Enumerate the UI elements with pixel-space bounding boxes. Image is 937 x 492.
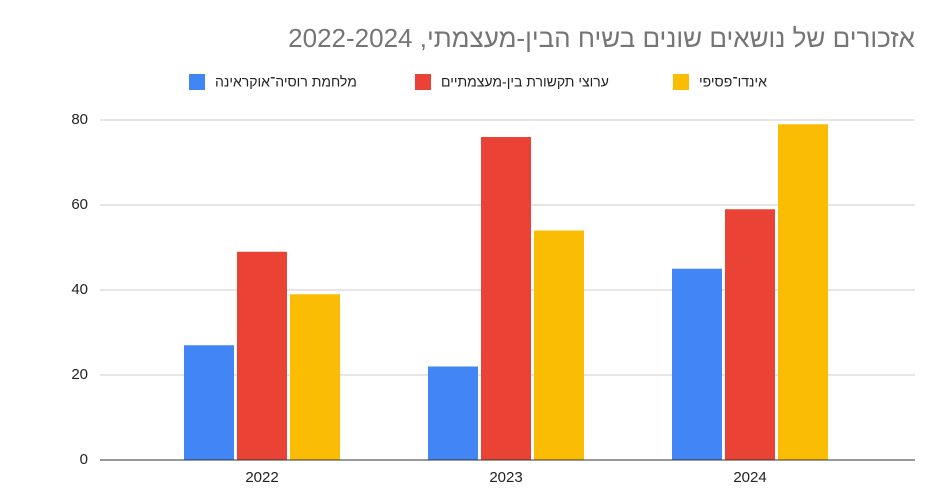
bar (184, 345, 234, 460)
bar (428, 366, 478, 460)
y-tick-label: 0 (80, 451, 88, 468)
bar (481, 137, 531, 460)
x-tick-label: 2024 (733, 469, 766, 486)
legend-swatch (673, 74, 689, 90)
legend-label: אינדו־פסיפי (699, 74, 767, 90)
x-tick-label: 2022 (245, 469, 278, 486)
legend-swatch (189, 74, 205, 90)
bar (237, 251, 287, 460)
y-tick-label: 40 (71, 281, 88, 298)
bar (290, 294, 340, 460)
chart-title: אזכורים של נושאים שונים בשיח הבין-מעצמתי… (288, 23, 915, 53)
legend-swatch (415, 74, 431, 90)
x-tick-label: 2023 (489, 469, 522, 486)
legend-label: מלחמת רוסיה־אוקראינה (215, 74, 357, 90)
y-tick-label: 80 (71, 111, 88, 128)
y-tick-label: 60 (71, 196, 88, 213)
y-tick-label: 20 (71, 366, 88, 383)
bar (534, 230, 584, 460)
bar (778, 124, 828, 460)
legend-label: ערוצי תקשורת בין-מעצמתיים (441, 74, 609, 90)
bar (725, 209, 775, 460)
bar (672, 268, 722, 460)
